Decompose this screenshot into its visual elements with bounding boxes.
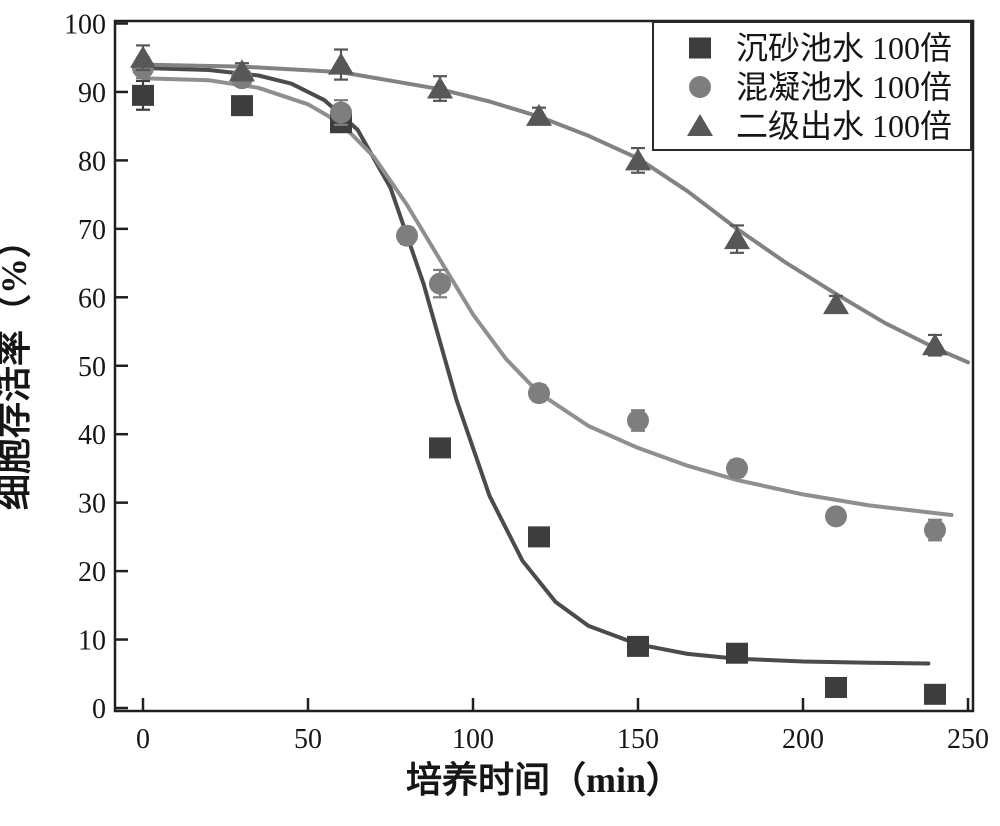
y-tick-label: 50 <box>78 352 106 383</box>
data-point-circle <box>726 457 748 480</box>
y-tick-label: 100 <box>64 10 106 41</box>
data-point-triangle <box>922 333 948 356</box>
data-point-circle <box>528 382 550 405</box>
data-point-triangle <box>526 103 552 126</box>
legend-marker-circle <box>689 76 711 98</box>
plot-series <box>130 44 970 705</box>
data-point-triangle <box>625 148 651 171</box>
y-tick-label: 10 <box>78 626 106 657</box>
legend-marker-triangle <box>687 114 713 136</box>
y-tick-label: 20 <box>78 557 106 588</box>
fit-line-square <box>141 66 931 666</box>
legend-item-2: 混凝池水 100倍 <box>689 69 952 105</box>
y-tick-label: 60 <box>78 283 106 314</box>
legend-item-3: 二级出水 100倍 <box>687 108 952 144</box>
x-tick-label: 100 <box>452 724 494 755</box>
y-tick-label: 40 <box>78 420 106 451</box>
data-point-circle <box>396 224 418 247</box>
data-point-square <box>132 84 154 106</box>
data-point-circle <box>627 409 649 432</box>
y-tick-label: 30 <box>78 489 106 520</box>
data-point-circle <box>924 519 946 542</box>
legend-item-1: 沉砂池水 100倍 <box>689 30 952 66</box>
series-square <box>132 79 946 705</box>
data-point-triangle <box>328 52 354 75</box>
series-triangle <box>130 44 948 357</box>
legend-marker-square <box>689 37 711 59</box>
data-point-triangle <box>229 59 255 82</box>
data-point-square <box>726 642 748 664</box>
y-axis-ticks: 0 10 20 30 40 50 60 70 80 90 100 <box>64 10 128 725</box>
data-point-square <box>924 683 946 705</box>
y-tick-label: 80 <box>78 146 106 177</box>
x-tick-label: 50 <box>294 724 322 755</box>
x-tick-label: 0 <box>136 724 150 755</box>
legend-item-label: 混凝池水 100倍 <box>736 69 952 105</box>
data-point-triangle <box>130 45 156 68</box>
data-point-square <box>528 526 550 548</box>
data-point-circle <box>330 101 352 124</box>
data-point-square <box>627 635 649 657</box>
data-point-triangle <box>427 76 453 99</box>
y-tick-label: 90 <box>78 78 106 109</box>
x-axis-ticks: 0 50 100 150 200 250 <box>136 698 989 755</box>
data-point-triangle <box>823 292 849 315</box>
y-tick-label: 0 <box>92 694 106 725</box>
data-point-circle <box>825 505 847 528</box>
y-tick-label: 70 <box>78 215 106 246</box>
x-tick-label: 200 <box>782 724 824 755</box>
x-axis-title: 培养时间（min） <box>406 759 682 800</box>
legend-item-label: 二级出水 100倍 <box>736 108 952 144</box>
legend-item-label: 沉砂池水 100倍 <box>736 30 952 66</box>
series-circle <box>132 56 946 542</box>
data-point-square <box>231 95 253 117</box>
y-axis-title: 细胞存活率（%） <box>0 222 34 510</box>
fit-line-circle <box>141 76 954 517</box>
data-point-triangle <box>724 227 750 250</box>
data-point-circle <box>429 272 451 295</box>
data-point-square <box>825 676 847 698</box>
x-tick-label: 150 <box>617 724 659 755</box>
data-point-square <box>429 437 451 459</box>
x-tick-label: 250 <box>947 724 989 755</box>
